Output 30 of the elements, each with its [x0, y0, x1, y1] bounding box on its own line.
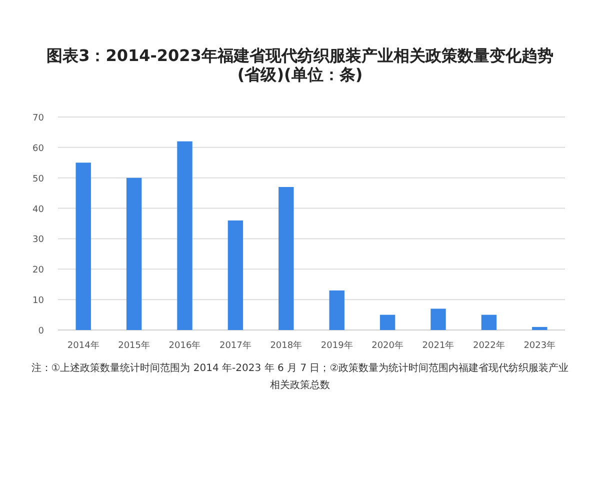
bar: [278, 186, 294, 330]
bar: [481, 314, 497, 330]
bar: [329, 290, 344, 330]
x-tick-label: 2020年: [372, 340, 404, 351]
x-tick-label: 2023年: [524, 340, 556, 351]
x-tick-label: 2022年: [472, 340, 505, 351]
x-tick-label: 2016年: [168, 340, 201, 351]
bar: [76, 162, 91, 330]
bar: [430, 308, 446, 330]
text: 注：①上述政策数量统计时间范围为 2014 年-2023 年 6 月 7 日；②政策数量为统计时间范围内福建省现代纺织服装产业相关政策总数: [30, 362, 570, 393]
x-tick-label: 2021年: [422, 340, 454, 351]
x-tick-label: 2019年: [320, 340, 353, 351]
y-tick-label: 40: [32, 204, 44, 215]
bar: [532, 326, 548, 330]
y-tick-label: 30: [32, 235, 44, 246]
bar: [177, 141, 192, 330]
y-tick-label: 70: [32, 114, 44, 124]
x-tick-label: 2014年: [67, 340, 100, 351]
x-tick-label: 2018年: [270, 340, 302, 351]
bar: [228, 220, 244, 330]
y-tick-label: 0: [38, 326, 44, 336]
x-tick-label: 2017年: [219, 340, 252, 351]
chart-title: 图表3：2014-2023年福建省现代纺织服装产业相关政策数量变化趋势(省级)(单位：条): [46, 46, 554, 84]
y-tick-label: 50: [32, 174, 44, 184]
y-tick-label: 60: [32, 144, 44, 154]
y-tick-label: 10: [32, 296, 44, 306]
y-tick-label: 20: [32, 266, 44, 276]
x-tick-label: 2015年: [118, 340, 150, 351]
bar: [126, 178, 142, 330]
bar: [380, 314, 396, 330]
